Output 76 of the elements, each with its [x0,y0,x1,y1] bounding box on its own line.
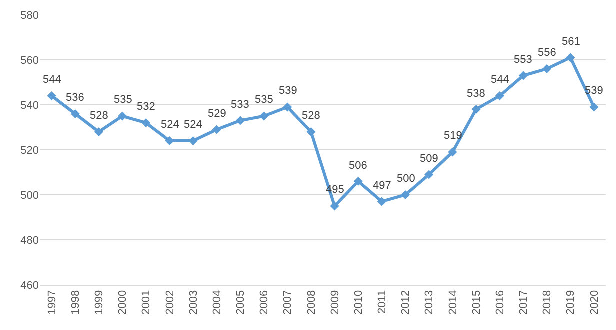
point [118,112,128,121]
x-tick-label: 2017 [518,290,530,315]
x-tick-label: 2018 [542,290,554,315]
data-label: 506 [349,160,368,172]
x-tick-label: 1998 [70,290,82,315]
x-tick-label: 2015 [470,290,483,315]
y-tick-label: 520 [20,144,39,157]
point [590,102,599,112]
x-tick-label: 2013 [424,290,436,315]
x-tick-label: 2016 [494,290,506,315]
data-label: 556 [538,47,556,59]
x-tick-label: 2006 [258,290,271,315]
x-tick-label: 2005 [235,290,248,315]
x-tick-label: 2008 [306,290,318,315]
point [212,125,222,134]
data-label: 535 [114,94,132,106]
x-tick-label: 2012 [400,290,412,315]
data-label: 528 [90,110,108,122]
point [518,71,528,80]
point [236,116,246,126]
data-label: 538 [467,88,486,100]
point [283,102,292,112]
point [495,91,504,101]
point [70,109,80,119]
data-label: 535 [255,94,274,106]
y-tick-label: 500 [20,190,39,202]
x-tick-label: 2003 [188,290,200,315]
data-label: 497 [373,180,392,192]
x-tick-label: 2010 [352,290,365,315]
x-tick-label: 2004 [211,290,224,315]
point [142,118,151,128]
data-label: 500 [397,173,416,185]
x-tick-label: 2001 [140,290,153,315]
point [400,190,410,200]
point [542,64,552,74]
point [188,136,198,146]
y-tick-label: 580 [20,10,39,22]
x-tick-label: 1999 [94,290,106,315]
point [165,136,174,146]
point [566,53,576,62]
data-label: 524 [184,119,202,131]
data-label: 553 [514,54,532,66]
data-label: 536 [66,92,84,104]
x-tick-label: 2007 [282,290,294,315]
data-label: 533 [231,99,250,111]
data-label: 532 [137,101,156,113]
x-tick-label: 2014 [447,290,460,315]
data-label: 509 [420,153,438,165]
x-tick-label: 2000 [117,290,130,315]
x-tick-label: 2002 [164,290,176,315]
x-tick-label: 2011 [376,290,389,314]
data-label: 561 [562,36,580,48]
data-label: 539 [279,85,298,97]
point [472,104,481,114]
point [306,127,316,137]
x-tick-label: 2019 [565,290,578,315]
point [424,170,434,180]
data-label: 544 [491,74,510,86]
point [354,176,363,186]
data-label: 529 [208,108,226,120]
point [448,148,458,157]
data-label: 528 [302,110,320,122]
y-tick-label: 480 [20,234,39,247]
point [259,112,269,121]
point [330,202,340,211]
data-label: 524 [161,119,180,131]
point [47,91,56,101]
point [94,127,104,137]
point [377,197,387,206]
y-tick-label: 460 [20,280,39,292]
y-tick-label: 560 [20,54,39,67]
x-tick-label: 1997 [46,290,58,315]
y-tick-label: 540 [20,100,39,112]
x-tick-label: 2009 [329,290,342,315]
x-tick-label: 2020 [588,290,601,315]
data-label: 544 [43,74,62,86]
